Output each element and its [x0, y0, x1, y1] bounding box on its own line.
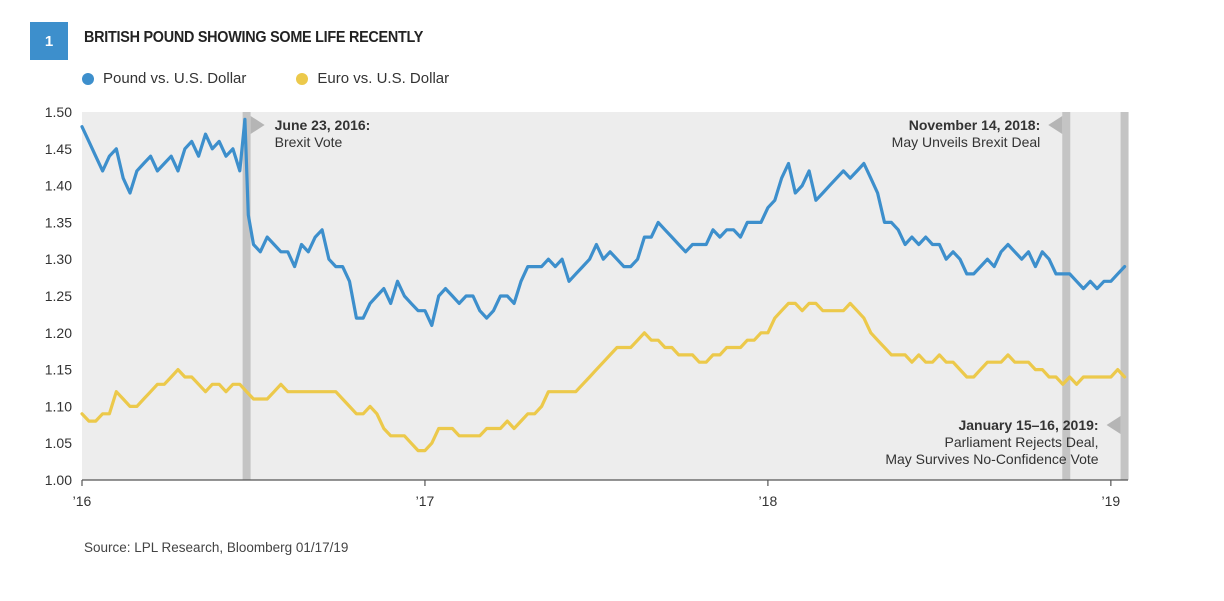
y-tick-label-10: 1.50: [45, 104, 72, 120]
series-line-euro: [80, 301, 1127, 453]
y-tick-label-8: 1.40: [45, 178, 72, 194]
legend-item-euro: Euro vs. U.S. Dollar: [296, 70, 449, 87]
event-label-0-line-0: June 23, 2016:: [275, 117, 371, 133]
event-pointer-1: [1048, 116, 1063, 134]
event-label-2-line-1: Parliament Rejects Deal,: [945, 434, 1099, 450]
series-line-pound: [80, 117, 1127, 327]
event-band-0: [242, 112, 251, 480]
legend-label-euro: Euro vs. U.S. Dollar: [317, 70, 450, 87]
y-tick-label-7: 1.35: [45, 214, 72, 230]
event-pointer-2: [1106, 416, 1121, 434]
legend-dot-pound: [82, 72, 94, 85]
x-tick-label-2: ’18: [759, 493, 778, 509]
y-tick-label-6: 1.30: [45, 251, 72, 267]
x-tick-label-3: ’19: [1102, 493, 1121, 509]
y-tick-label-2: 1.10: [45, 398, 72, 414]
chart-legend: Pound vs. U.S. Dollar Euro vs. U.S. Doll…: [82, 70, 449, 87]
event-label-2-line-0: January 15–16, 2019:: [958, 417, 1098, 433]
legend-label-pound: Pound vs. U.S. Dollar: [103, 70, 247, 87]
event-band-2: [1120, 112, 1129, 480]
event-label-0-line-1: Brexit Vote: [275, 134, 343, 150]
event-pointer-0: [250, 116, 265, 134]
source-note: Source: LPL Research, Bloomberg 01/17/19: [84, 540, 349, 555]
y-tick-label-3: 1.15: [45, 362, 72, 378]
chart-title: BRITISH POUND SHOWING SOME LIFE RECENTLY: [84, 29, 424, 46]
y-tick-label-0: 1.00: [45, 472, 72, 488]
x-tick-label-0: ’16: [73, 493, 92, 509]
y-tick-label-1: 1.05: [45, 435, 72, 451]
figure-number-badge: 1: [30, 22, 68, 60]
legend-item-pound: Pound vs. U.S. Dollar: [82, 70, 246, 87]
y-tick-label-5: 1.25: [45, 288, 72, 304]
y-tick-label-4: 1.20: [45, 325, 72, 341]
plot-area: [82, 112, 1128, 480]
x-tick-label-1: ’17: [416, 493, 435, 509]
event-label-1-line-1: May Unveils Brexit Deal: [892, 134, 1041, 150]
event-label-2-line-2: May Survives No-Confidence Vote: [885, 451, 1098, 467]
y-tick-label-9: 1.45: [45, 141, 72, 157]
legend-dot-euro: [296, 72, 309, 85]
event-label-1-line-0: November 14, 2018:: [909, 117, 1041, 133]
event-band-1: [1062, 112, 1071, 480]
